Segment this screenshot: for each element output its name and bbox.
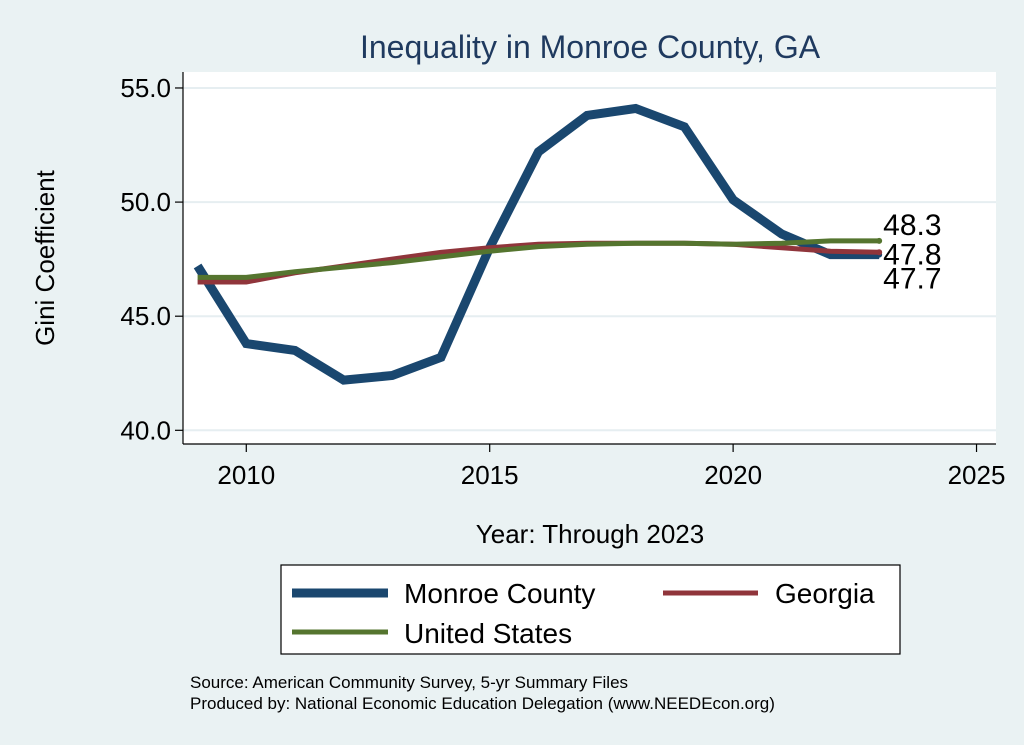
y-tick-label: 50.0: [120, 187, 171, 217]
end-value-label: 47.8: [883, 238, 941, 271]
y-tick-label: 55.0: [120, 73, 171, 103]
x-tick-label: 2020: [704, 460, 762, 490]
legend-label-united-states: United States: [404, 618, 572, 649]
y-tick-label: 45.0: [120, 301, 171, 331]
producer-note: Produced by: National Economic Education…: [190, 694, 775, 713]
series-lines: [193, 103, 883, 385]
y-tick-label: 40.0: [120, 415, 171, 445]
y-ticks: 40.0 45.0 50.0 55.0: [120, 73, 183, 445]
x-ticks: 2010 2015 2020 2025: [217, 444, 1005, 490]
grid-lines: [183, 86, 996, 432]
end-value-label: 47.7: [883, 263, 941, 296]
series-line-monroe-county: [193, 103, 880, 385]
axes: [182, 72, 996, 445]
series-line-united-states: [197, 238, 880, 280]
legend-box: [280, 564, 901, 655]
x-tick-label: 2025: [948, 460, 1006, 490]
end-labels: 47.747.848.3: [883, 209, 941, 296]
legend: Monroe County Georgia United States: [280, 564, 901, 655]
series-end-marker-united-states: [876, 237, 883, 244]
y-axis-title: Gini Coefficient: [30, 169, 60, 346]
legend-label-georgia: Georgia: [775, 578, 875, 609]
x-tick-label: 2015: [461, 460, 519, 490]
legend-label-monroe-county: Monroe County: [404, 578, 595, 609]
x-tick-label: 2010: [217, 460, 275, 490]
series-end-marker-georgia: [876, 249, 883, 256]
chart-title: Inequality in Monroe County, GA: [360, 29, 821, 65]
source-note: Source: American Community Survey, 5-yr …: [190, 673, 628, 692]
end-value-label: 48.3: [883, 209, 941, 242]
x-axis-title: Year: Through 2023: [476, 519, 704, 549]
